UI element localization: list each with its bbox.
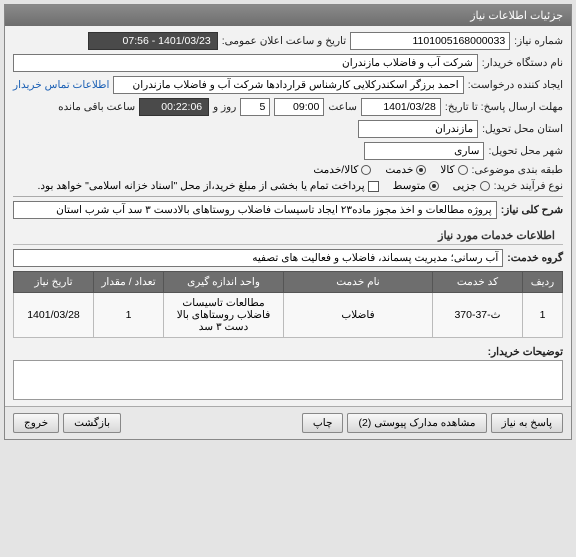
announce-label: تاریخ و ساعت اعلان عمومی: bbox=[222, 35, 346, 47]
deadline-time: 09:00 bbox=[274, 98, 324, 116]
cat-service-radio[interactable]: خدمت bbox=[385, 164, 426, 176]
group-label: گروه خدمت: bbox=[507, 252, 563, 264]
col-date: تاریخ نیاز bbox=[14, 272, 94, 293]
remaining-label: ساعت باقی مانده bbox=[58, 101, 135, 113]
radio-icon bbox=[416, 165, 426, 175]
proc-minor-radio[interactable]: جزیی bbox=[453, 180, 490, 192]
cat-service-label: خدمت bbox=[385, 164, 413, 176]
buyer-value: شرکت آب و فاضلاب مازندران bbox=[13, 54, 478, 72]
time-label-1: ساعت bbox=[328, 101, 357, 113]
footer-buttons: پاسخ به نیاز مشاهده مدارک پیوستی (2) چاپ… bbox=[5, 406, 571, 439]
requester-value: احمد برزگر اسکندرکلایی کارشناس قراردادها… bbox=[113, 76, 463, 94]
proc-minor-label: جزیی bbox=[453, 180, 477, 192]
category-label: طبقه بندی موضوعی: bbox=[472, 164, 563, 176]
info-header: اطلاعات خدمات مورد نیاز bbox=[13, 223, 563, 245]
col-idx: ردیف bbox=[523, 272, 563, 293]
days-value: 5 bbox=[240, 98, 270, 116]
cell-qty: 1 bbox=[94, 293, 164, 338]
radio-icon bbox=[458, 165, 468, 175]
cell-idx: 1 bbox=[523, 293, 563, 338]
need-number-label: شماره نیاز: bbox=[514, 35, 563, 47]
announce-value: 1401/03/23 - 07:56 bbox=[88, 32, 218, 50]
table-row[interactable]: 1 ث-37-370 فاضلاب مطالعات تاسیسات فاضلاب… bbox=[14, 293, 563, 338]
cat-goods-label: کالا bbox=[440, 164, 454, 176]
desc-value: پروژه مطالعات و اخذ مجوز ماده۲۳ ایجاد تا… bbox=[13, 201, 497, 219]
days-label: روز و bbox=[213, 101, 236, 113]
reply-button[interactable]: پاسخ به نیاز bbox=[491, 413, 563, 433]
checkbox-icon bbox=[368, 181, 379, 192]
table-header-row: ردیف کد خدمت نام خدمت واحد اندازه گیری ت… bbox=[14, 272, 563, 293]
buyer-label: نام دستگاه خریدار: bbox=[482, 57, 563, 69]
city-label: شهر محل تحویل: bbox=[488, 145, 563, 157]
contact-link[interactable]: اطلاعات تماس خریدار bbox=[13, 79, 109, 91]
notes-label: توضیحات خریدار: bbox=[488, 346, 563, 358]
need-number-value: 1101005168000033 bbox=[350, 32, 510, 50]
notes-box bbox=[13, 360, 563, 400]
divider bbox=[13, 196, 563, 197]
cat-goods-radio[interactable]: کالا bbox=[440, 164, 467, 176]
services-table: ردیف کد خدمت نام خدمت واحد اندازه گیری ت… bbox=[13, 271, 563, 338]
radio-icon bbox=[429, 181, 439, 191]
cat-both-label: کالا/خدمت bbox=[313, 164, 358, 176]
col-unit: واحد اندازه گیری bbox=[164, 272, 284, 293]
cell-date: 1401/03/28 bbox=[14, 293, 94, 338]
col-code: کد خدمت bbox=[433, 272, 523, 293]
print-button[interactable]: چاپ bbox=[302, 413, 344, 433]
group-value: آب رسانی؛ مدیریت پسماند، فاضلاب و فعالیت… bbox=[13, 249, 503, 267]
col-name: نام خدمت bbox=[284, 272, 433, 293]
proc-note-check[interactable]: پرداخت تمام یا بخشی از مبلغ خرید،از محل … bbox=[37, 180, 378, 192]
spacer bbox=[125, 413, 298, 433]
radio-icon bbox=[361, 165, 371, 175]
province-value: مازندران bbox=[358, 120, 478, 138]
countdown: 00:22:06 bbox=[139, 98, 209, 116]
col-qty: تعداد / مقدار bbox=[94, 272, 164, 293]
cell-unit: مطالعات تاسیسات فاضلاب روستاهای بالا دست… bbox=[164, 293, 284, 338]
form-area: شماره نیاز: 1101005168000033 تاریخ و ساع… bbox=[5, 26, 571, 406]
proc-note-label: پرداخت تمام یا بخشی از مبلغ خرید،از محل … bbox=[37, 180, 364, 192]
requester-label: ایجاد کننده درخواست: bbox=[468, 79, 563, 91]
exit-button[interactable]: خروج bbox=[13, 413, 59, 433]
cell-code: ث-37-370 bbox=[433, 293, 523, 338]
deadline-label: مهلت ارسال پاسخ: تا تاریخ: bbox=[445, 101, 563, 113]
cat-both-radio[interactable]: کالا/خدمت bbox=[313, 164, 371, 176]
proc-mid-label: متوسط bbox=[393, 180, 426, 192]
back-button[interactable]: بازگشت bbox=[63, 413, 121, 433]
need-details-panel: جزئیات اطلاعات نیاز شماره نیاز: 11010051… bbox=[4, 4, 572, 440]
radio-icon bbox=[480, 181, 490, 191]
panel-title: جزئیات اطلاعات نیاز bbox=[5, 5, 571, 26]
proc-mid-radio[interactable]: متوسط bbox=[393, 180, 439, 192]
attachments-button[interactable]: مشاهده مدارک پیوستی (2) bbox=[347, 413, 486, 433]
desc-label: شرح کلی نیاز: bbox=[501, 204, 563, 216]
city-value: ساری bbox=[364, 142, 484, 160]
deadline-date: 1401/03/28 bbox=[361, 98, 441, 116]
process-label: نوع فرآیند خرید: bbox=[494, 180, 563, 192]
cell-name: فاضلاب bbox=[284, 293, 433, 338]
province-label: استان محل تحویل: bbox=[482, 123, 563, 135]
